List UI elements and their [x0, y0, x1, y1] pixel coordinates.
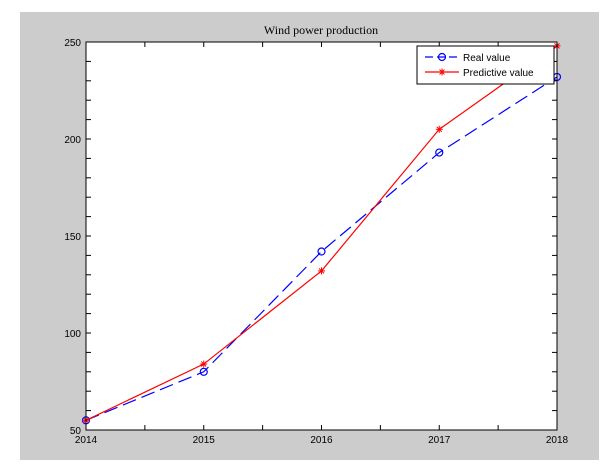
y-tick-label: 50 — [70, 426, 82, 437]
x-tick-label: 2017 — [428, 435, 451, 446]
legend-label: Real value — [463, 53, 511, 64]
y-tick-label: 150 — [64, 232, 81, 243]
data-point — [199, 367, 208, 376]
legend-marker — [437, 52, 447, 62]
series-line — [85, 76, 558, 421]
data-point — [435, 125, 443, 133]
x-tick-label: 2018 — [546, 435, 569, 446]
y-tick-label: 250 — [64, 38, 81, 49]
plot-area — [86, 42, 557, 430]
x-tick-label: 2016 — [310, 435, 333, 446]
data-point — [200, 360, 208, 368]
chart-title: Wind power production — [264, 23, 378, 37]
y-tick-label: 200 — [64, 135, 81, 146]
legend-marker — [438, 68, 446, 76]
legend: Real value Predictive value — [416, 45, 555, 85]
y-tick-label: 100 — [64, 329, 81, 340]
figure-window: Wind power production 2014 2015 2016 2017 20… — [20, 12, 599, 460]
data-point — [318, 267, 325, 275]
data-point — [435, 148, 444, 157]
x-tick-label: 2015 — [193, 435, 216, 446]
plot-frame — [85, 41, 558, 431]
line-chart: Wind power production 2014 2015 2016 2017 20… — [64, 23, 569, 446]
x-tick-label: 2014 — [75, 435, 98, 446]
data-point — [317, 247, 326, 256]
legend-label: Predictive value — [463, 68, 534, 79]
legend-box — [416, 45, 555, 85]
